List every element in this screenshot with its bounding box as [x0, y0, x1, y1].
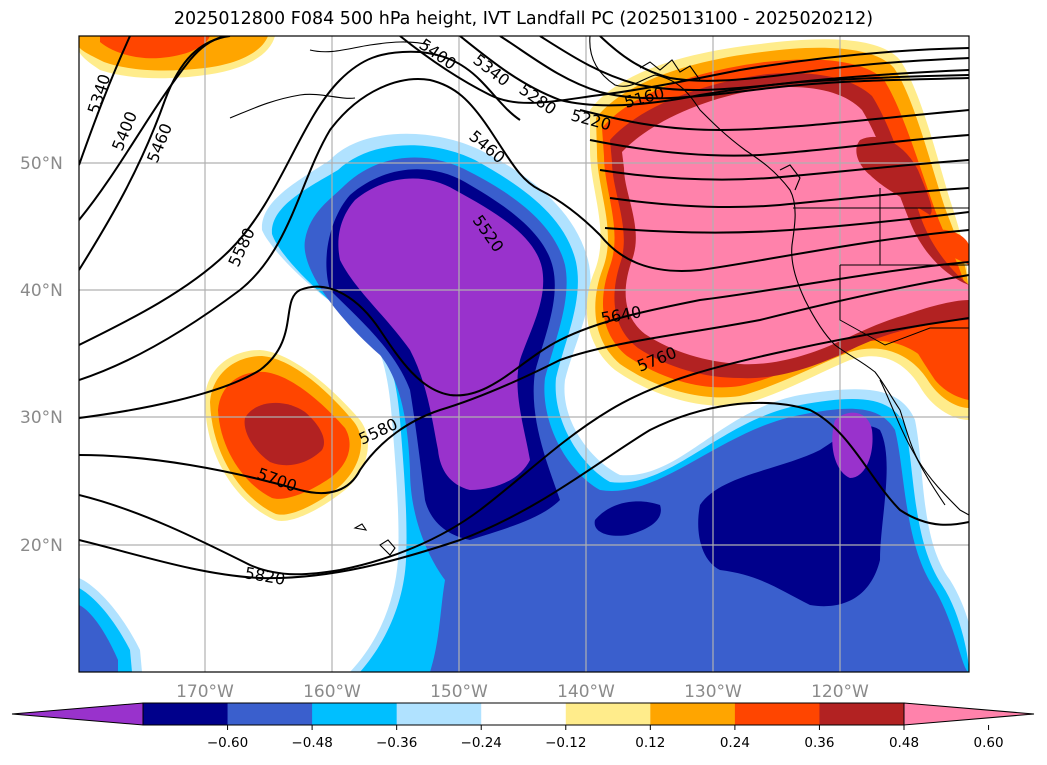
colorbar-tick-label: −0.60 [207, 735, 248, 751]
longitude-labels: 170°W 160°W 150°W 140°W 130°W 120°W [176, 682, 869, 702]
colorbar: −0.60 −0.48 −0.36 −0.24 −0.12 0.12 0.24 0.36 0.4… [11, 702, 1035, 751]
height-contours [79, 36, 969, 580]
negative-anomaly-southwest [79, 578, 142, 672]
latitude-labels: 50°N 40°N 30°N 20°N [20, 154, 63, 556]
colorbar-tick-label: −0.36 [376, 735, 417, 751]
lon-label-140w: 140°W [557, 682, 615, 702]
colorbar-segment [481, 703, 567, 725]
colorbar-segment [227, 703, 313, 725]
lon-label-160w: 160°W [303, 682, 361, 702]
colorbar-segment [143, 703, 229, 725]
colorbar-tick-label: 0.48 [889, 735, 919, 751]
lat-label-40n: 40°N [20, 281, 63, 301]
colorbar-tick-label: 0.24 [720, 735, 750, 751]
positive-anomaly-subtropical [205, 350, 368, 521]
lat-label-30n: 30°N [20, 408, 63, 428]
map-title: 2025012800 F084 500 hPa height, IVT Land… [173, 9, 874, 29]
colorbar-tick-label: 0.36 [804, 735, 834, 751]
colorbar-tick-label: 0.60 [974, 735, 1004, 751]
lat-label-50n: 50°N [20, 154, 63, 174]
colorbar-segment [650, 703, 736, 725]
colorbar-segment [819, 703, 905, 725]
colorbar-max-extension [903, 702, 1035, 726]
colorbar-tick-label: −0.48 [291, 735, 332, 751]
lon-label-130w: 130°W [684, 682, 742, 702]
colorbar-segment [396, 703, 482, 725]
colorbar-segment [312, 703, 398, 725]
coastlines [229, 36, 969, 556]
lon-label-120w: 120°W [811, 682, 869, 702]
colorbar-min-extension [11, 702, 144, 726]
colorbar-segment [565, 703, 651, 725]
map-frame [78, 35, 970, 673]
colorbar-tick-label: −0.12 [545, 735, 586, 751]
lat-label-20n: 20°N [20, 536, 63, 556]
map-panel: 5340 5400 5460 5580 5400 5340 5280 5220 … [79, 36, 969, 672]
colorbar-tick-label: 0.12 [635, 735, 665, 751]
lon-label-170w: 170°W [176, 682, 234, 702]
colorbar-tick-label: −0.24 [461, 735, 502, 751]
graticule [79, 36, 969, 672]
lon-label-150w: 150°W [430, 682, 488, 702]
colorbar-segment [734, 703, 820, 725]
